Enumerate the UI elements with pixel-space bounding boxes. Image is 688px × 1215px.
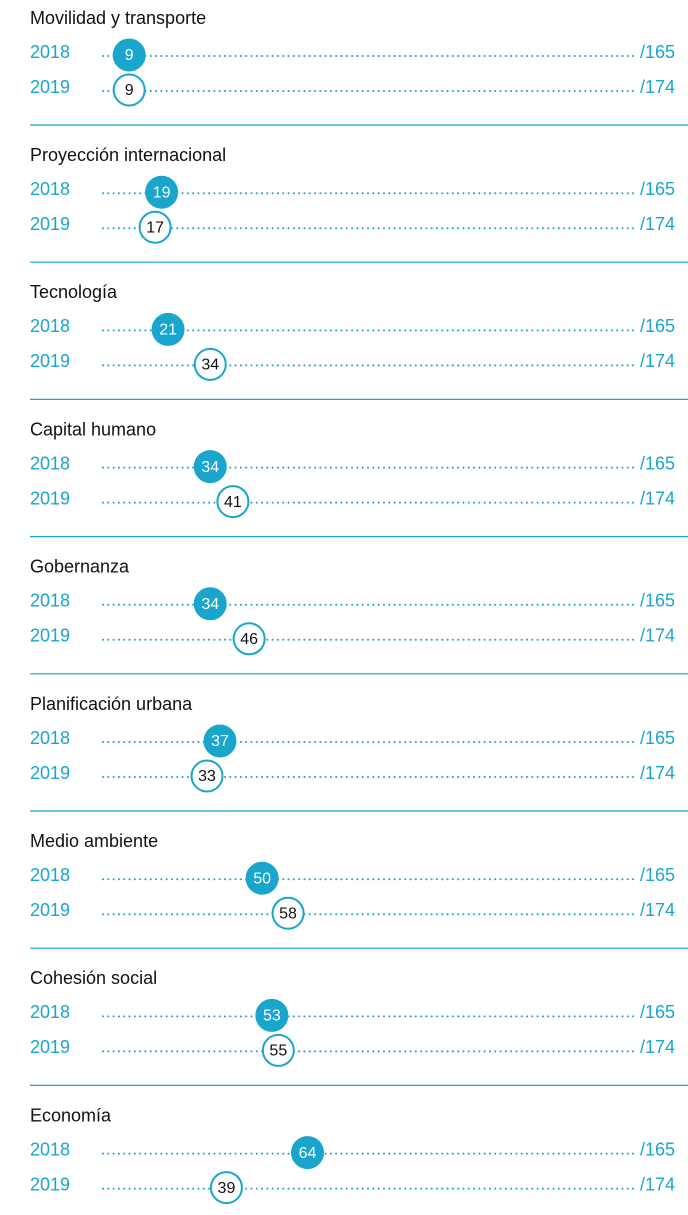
rank-marker (190, 759, 224, 793)
total-label: /165 (640, 1139, 675, 1159)
rank-marker (112, 73, 146, 107)
rank-label: 55 (269, 1043, 287, 1060)
section-title: Capital humano (30, 419, 156, 439)
rank-label: 33 (198, 768, 216, 785)
total-label: /165 (640, 1002, 675, 1022)
total-label: /165 (640, 316, 675, 336)
year-label: 2018 (30, 591, 70, 611)
year-label: 2019 (30, 763, 70, 783)
rank-marker (193, 347, 227, 381)
total-label: /165 (640, 728, 675, 748)
total-label: /165 (640, 453, 675, 473)
year-label: 2019 (30, 1037, 70, 1057)
year-label: 2018 (30, 453, 70, 473)
rank-marker (255, 998, 289, 1032)
rank-label: 17 (146, 219, 164, 236)
year-label: 2018 (30, 316, 70, 336)
rank-marker (232, 622, 266, 656)
rank-label: 21 (159, 322, 177, 339)
year-label: 2019 (30, 77, 70, 97)
total-label: /174 (640, 626, 675, 646)
rank-marker (145, 175, 179, 209)
total-label: /174 (640, 1174, 675, 1194)
rank-label: 34 (201, 459, 219, 476)
rank-label: 58 (279, 905, 297, 922)
total-label: /174 (640, 763, 675, 783)
year-label: 2018 (30, 728, 70, 748)
rank-marker (245, 861, 279, 895)
total-label: /174 (640, 214, 675, 234)
rank-marker (112, 38, 146, 72)
rank-marker (138, 210, 172, 244)
year-label: 2018 (30, 865, 70, 885)
total-label: /174 (640, 1037, 675, 1057)
total-label: /174 (640, 351, 675, 371)
section-title: Economía (30, 1105, 112, 1125)
year-label: 2018 (30, 1139, 70, 1159)
total-label: /165 (640, 42, 675, 62)
section-title: Movilidad y transporte (30, 8, 206, 28)
total-label: /165 (640, 865, 675, 885)
rank-label: 41 (224, 494, 242, 511)
rank-label: 19 (153, 184, 171, 201)
section-title: Planificación urbana (30, 694, 193, 714)
year-label: 2018 (30, 42, 70, 62)
rank-label: 34 (201, 357, 219, 374)
rank-label: 34 (201, 596, 219, 613)
rank-label: 64 (299, 1145, 317, 1162)
rank-marker (209, 1171, 243, 1205)
year-label: 2019 (30, 1174, 70, 1194)
section-title: Medio ambiente (30, 831, 158, 851)
rank-marker (193, 450, 227, 484)
rank-label: 46 (240, 631, 258, 648)
rank-label: 9 (125, 47, 134, 64)
rank-marker (261, 1033, 295, 1067)
year-label: 2018 (30, 1002, 70, 1022)
total-label: /165 (640, 179, 675, 199)
rank-marker (193, 587, 227, 621)
year-label: 2018 (30, 179, 70, 199)
year-label: 2019 (30, 214, 70, 234)
section-title: Proyección internacional (30, 145, 226, 165)
year-label: 2019 (30, 488, 70, 508)
rank-marker (216, 485, 250, 519)
section-title: Tecnología (30, 282, 118, 302)
total-label: /165 (640, 591, 675, 611)
rank-label: 39 (218, 1180, 236, 1197)
year-label: 2019 (30, 626, 70, 646)
total-label: /174 (640, 77, 675, 97)
rank-marker (291, 1136, 325, 1170)
rank-marker (203, 724, 237, 758)
rank-marker (271, 896, 305, 930)
rank-label: 50 (253, 870, 271, 887)
rank-marker (151, 312, 185, 346)
section-title: Cohesión social (30, 968, 157, 988)
total-label: /174 (640, 488, 675, 508)
total-label: /174 (640, 900, 675, 920)
rank-label: 9 (125, 82, 134, 99)
rank-label: 37 (211, 733, 229, 750)
year-label: 2019 (30, 351, 70, 371)
rank-label: 53 (263, 1008, 281, 1025)
section-title: Gobernanza (30, 557, 130, 577)
year-label: 2019 (30, 900, 70, 920)
